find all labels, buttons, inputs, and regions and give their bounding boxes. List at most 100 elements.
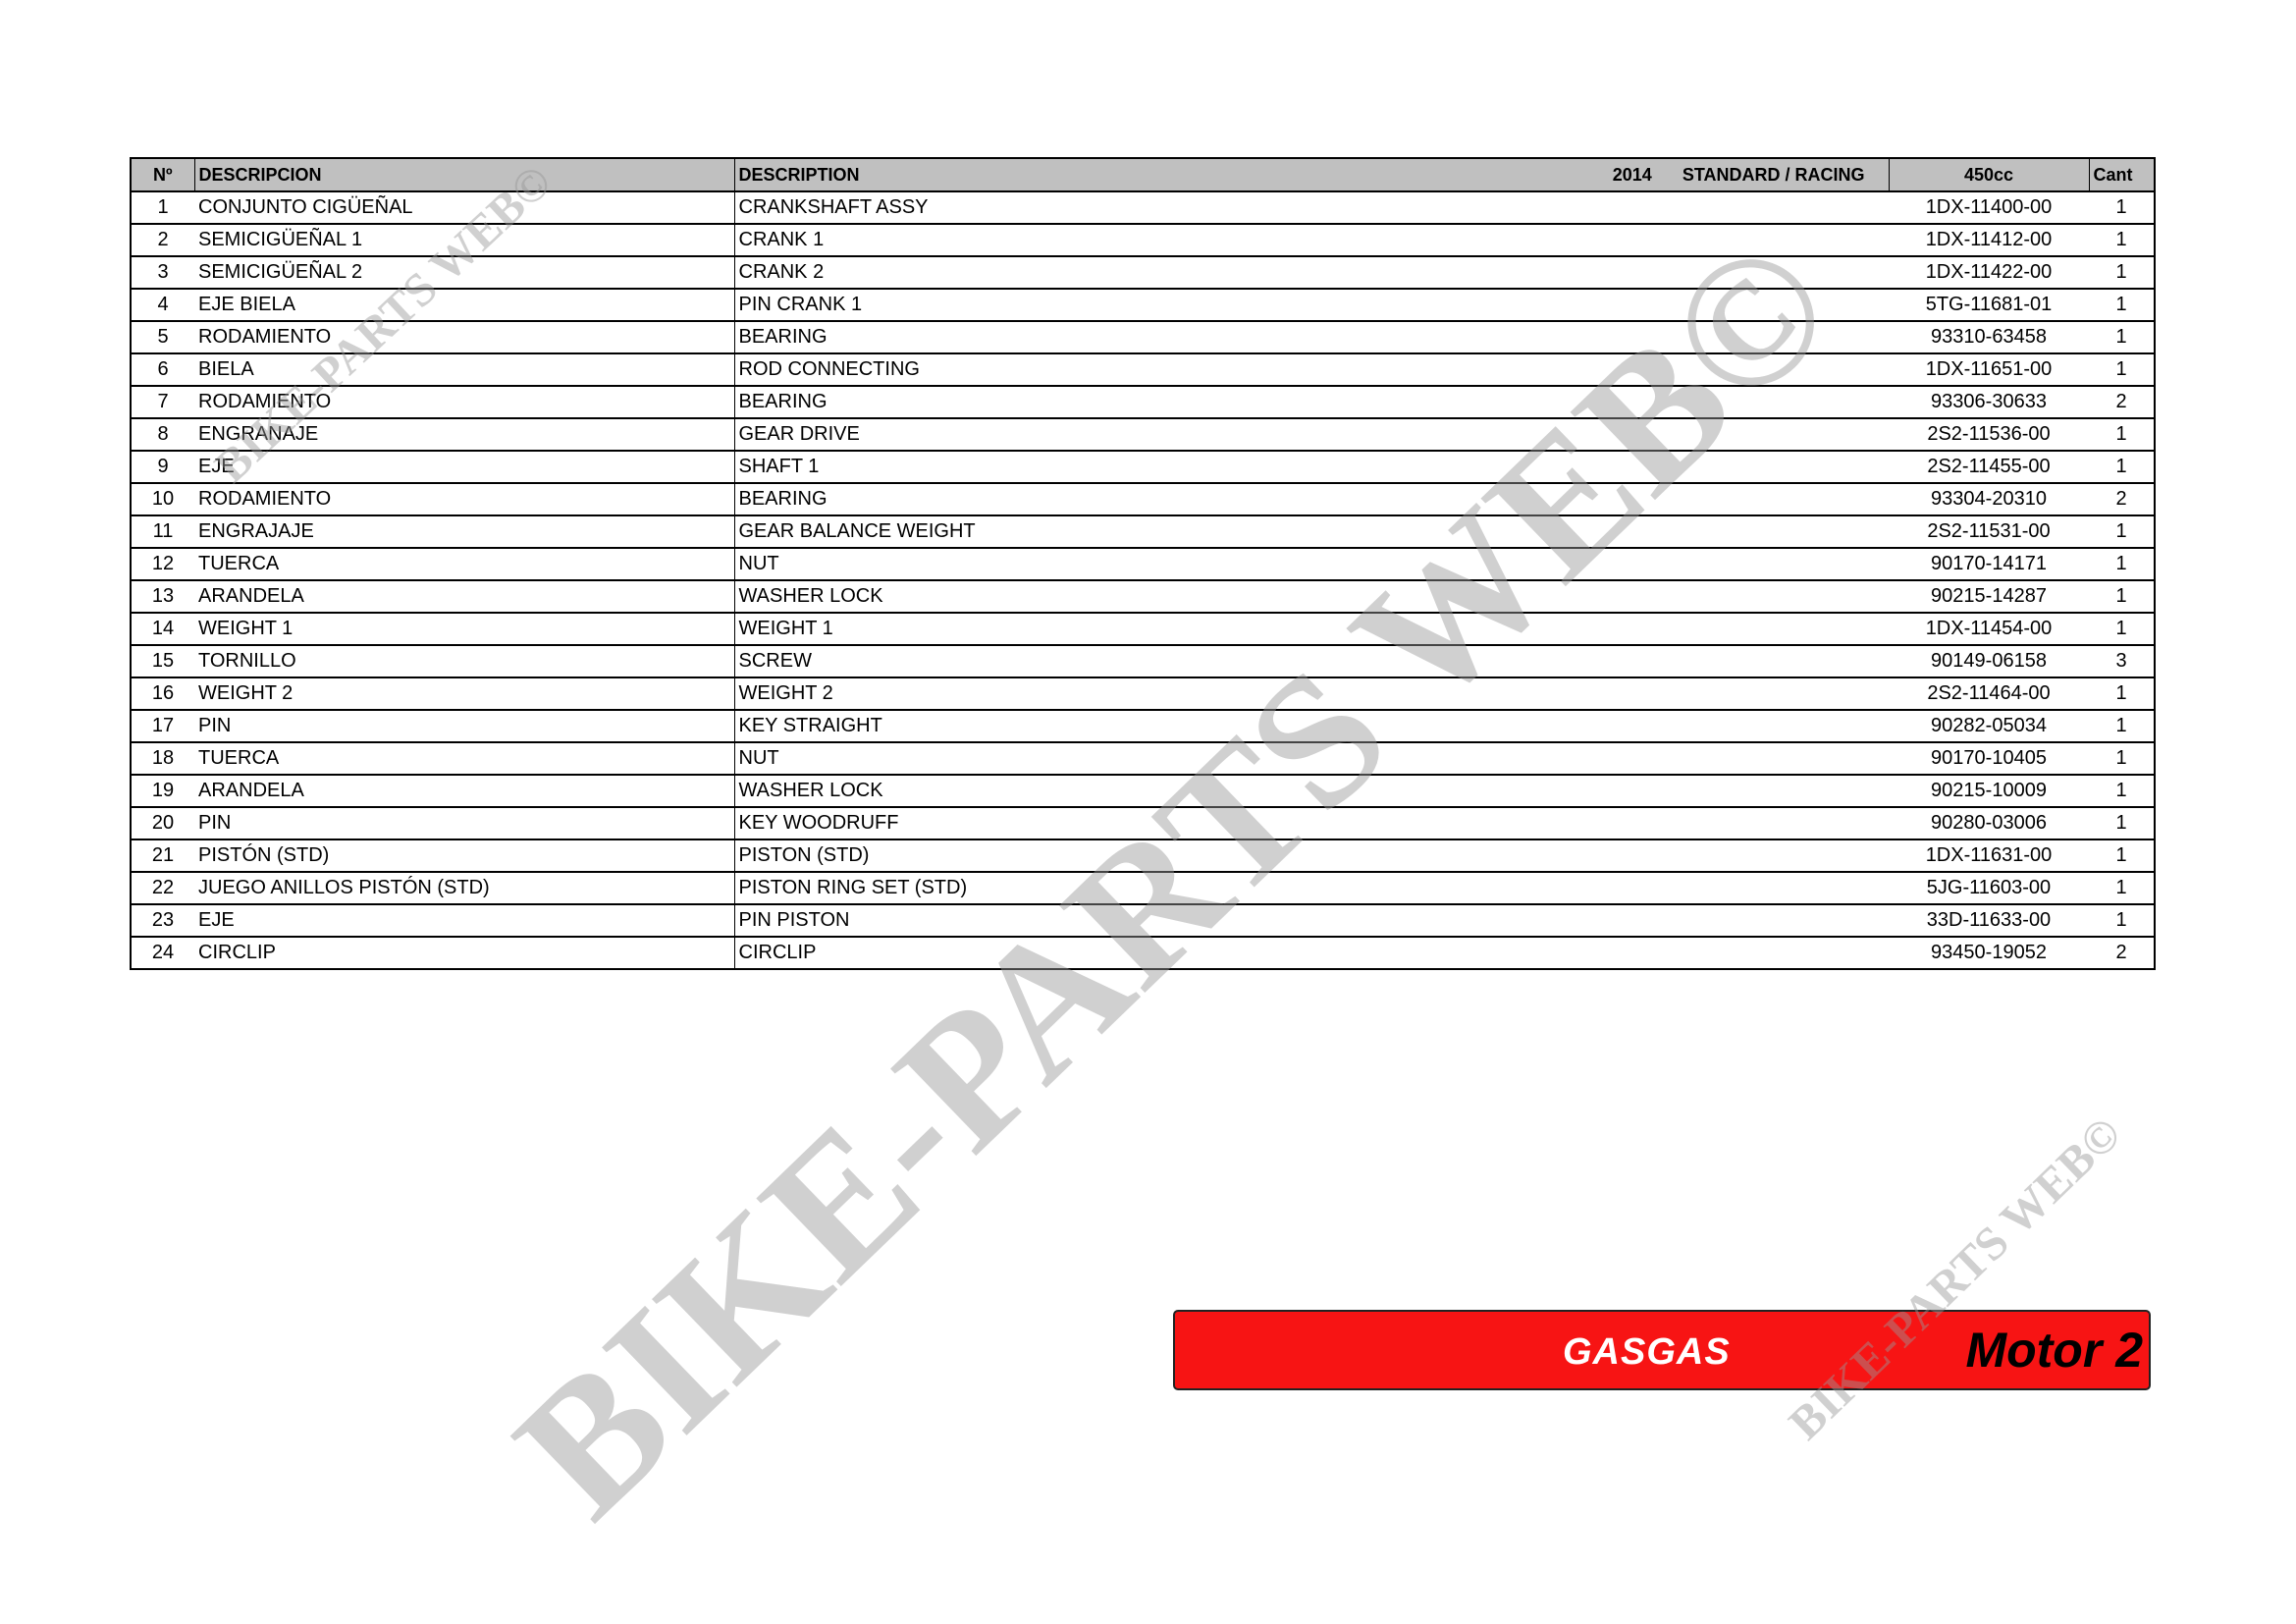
table-row: 16 WEIGHT 2 WEIGHT 2 2S2-11464-00 1 (131, 677, 2155, 711)
row-description: BEARING (733, 483, 1889, 516)
row-number: 19 (131, 775, 194, 808)
row-description: PISTON (STD) (733, 839, 1889, 873)
row-quantity: 1 (2089, 710, 2155, 743)
row-number: 24 (131, 937, 194, 970)
row-description: CRANK 1 (733, 224, 1889, 257)
row-quantity: 2 (2089, 386, 2155, 419)
table-row: 6 BIELA ROD CONNECTING 1DX-11651-00 1 (131, 353, 2155, 387)
row-descripcion: ARANDELA (194, 775, 734, 808)
row-description: GEAR BALANCE WEIGHT (733, 515, 1889, 549)
row-descripcion: RODAMIENTO (194, 321, 734, 354)
row-description: WASHER LOCK (733, 775, 1889, 808)
header-no: Nº (131, 158, 195, 192)
row-quantity: 1 (2089, 224, 2155, 257)
row-part-number: 1DX-11651-00 (1889, 353, 2089, 387)
row-part-number: 93450-19052 (1889, 937, 2089, 970)
header-year: 2014 (1612, 164, 1652, 185)
row-part-number: 93304-20310 (1889, 483, 2089, 516)
row-quantity: 1 (2089, 742, 2155, 776)
row-description: CRANKSHAFT ASSY (733, 191, 1889, 225)
row-number: 16 (131, 677, 194, 711)
row-number: 23 (131, 904, 194, 938)
row-number: 18 (131, 742, 194, 776)
row-quantity: 2 (2089, 937, 2155, 970)
row-part-number: 1DX-11400-00 (1889, 191, 2089, 225)
table-row: 3 SEMICIGÜEÑAL 2 CRANK 2 1DX-11422-00 1 (131, 256, 2155, 290)
row-number: 11 (131, 515, 194, 549)
row-number: 13 (131, 580, 194, 614)
row-number: 22 (131, 872, 194, 905)
row-number: 21 (131, 839, 194, 873)
row-descripcion: PISTÓN (STD) (194, 839, 734, 873)
row-description: KEY WOODRUFF (733, 807, 1889, 840)
row-descripcion: TUERCA (194, 742, 734, 776)
table-row: 10 RODAMIENTO BEARING 93304-20310 2 (131, 483, 2155, 516)
row-quantity: 1 (2089, 613, 2155, 646)
row-descripcion: BIELA (194, 353, 734, 387)
table-row: 23 EJE PIN PISTON 33D-11633-00 1 (131, 904, 2155, 938)
row-description: SHAFT 1 (733, 451, 1889, 484)
row-description: PIN PISTON (733, 904, 1889, 938)
row-descripcion: EJE (194, 451, 734, 484)
row-part-number: 90149-06158 (1889, 645, 2089, 678)
row-descripcion: SEMICIGÜEÑAL 2 (194, 256, 734, 290)
row-part-number: 33D-11633-00 (1889, 904, 2089, 938)
row-number: 7 (131, 386, 194, 419)
row-quantity: 1 (2089, 775, 2155, 808)
table-row: 12 TUERCA NUT 90170-14171 1 (131, 548, 2155, 581)
table-row: 14 WEIGHT 1 WEIGHT 1 1DX-11454-00 1 (131, 613, 2155, 646)
row-part-number: 2S2-11531-00 (1889, 515, 2089, 549)
row-descripcion: WEIGHT 1 (194, 613, 734, 646)
table-row: 19 ARANDELA WASHER LOCK 90215-10009 1 (131, 775, 2155, 808)
row-number: 10 (131, 483, 194, 516)
row-descripcion: TORNILLO (194, 645, 734, 678)
row-descripcion: EJE BIELA (194, 289, 734, 322)
row-part-number: 90170-14171 (1889, 548, 2089, 581)
row-part-number: 5JG-11603-00 (1889, 872, 2089, 905)
row-descripcion: CONJUNTO CIGÜEÑAL (194, 191, 734, 225)
row-number: 2 (131, 224, 194, 257)
row-quantity: 1 (2089, 353, 2155, 387)
row-descripcion: SEMICIGÜEÑAL 1 (194, 224, 734, 257)
row-quantity: 1 (2089, 451, 2155, 484)
table-row: 11 ENGRAJAJE GEAR BALANCE WEIGHT 2S2-11531-… (131, 515, 2155, 549)
row-description: PIN CRANK 1 (733, 289, 1889, 322)
row-number: 17 (131, 710, 194, 743)
row-part-number: 90170-10405 (1889, 742, 2089, 776)
row-part-number: 90215-14287 (1889, 580, 2089, 614)
row-number: 14 (131, 613, 194, 646)
row-descripcion: WEIGHT 2 (194, 677, 734, 711)
row-descripcion: TUERCA (194, 548, 734, 581)
row-description: GEAR DRIVE (733, 418, 1889, 452)
header-qty: Cant (2089, 158, 2155, 192)
row-number: 12 (131, 548, 194, 581)
table-row: 22 JUEGO ANILLOS PISTÓN (STD) PISTON RING … (131, 872, 2155, 905)
row-part-number: 1DX-11422-00 (1889, 256, 2089, 290)
row-quantity: 3 (2089, 645, 2155, 678)
row-description: ROD CONNECTING (733, 353, 1889, 387)
row-part-number: 90215-10009 (1889, 775, 2089, 808)
table-row: 21 PISTÓN (STD) PISTON (STD) 1DX-11631-00 1 (131, 839, 2155, 873)
row-descripcion: EJE (194, 904, 734, 938)
row-quantity: 1 (2089, 677, 2155, 711)
row-part-number: 90280-03006 (1889, 807, 2089, 840)
table-row: 15 TORNILLO SCREW 90149-06158 3 (131, 645, 2155, 678)
header-descripcion: DESCRIPCION (194, 158, 735, 192)
row-part-number: 5TG-11681-01 (1889, 289, 2089, 322)
row-part-number: 93310-63458 (1889, 321, 2089, 354)
row-quantity: 1 (2089, 580, 2155, 614)
row-part-number: 1DX-11631-00 (1889, 839, 2089, 873)
row-quantity: 1 (2089, 289, 2155, 322)
row-descripcion: PIN (194, 807, 734, 840)
row-part-number: 2S2-11536-00 (1889, 418, 2089, 452)
row-quantity: 1 (2089, 548, 2155, 581)
row-descripcion: CIRCLIP (194, 937, 734, 970)
row-descripcion: JUEGO ANILLOS PISTÓN (STD) (194, 872, 734, 905)
row-description: WEIGHT 2 (733, 677, 1889, 711)
parts-table: Nº DESCRIPCION DESCRIPTION 2014 STANDARD… (130, 157, 2156, 970)
table-row: 2 SEMICIGÜEÑAL 1 CRANK 1 1DX-11412-00 1 (131, 224, 2155, 257)
table-row: 7 RODAMIENTO BEARING 93306-30633 2 (131, 386, 2155, 419)
header-model: 450cc (1889, 158, 2090, 192)
row-description: KEY STRAIGHT (733, 710, 1889, 743)
header-description-label: DESCRIPTION (738, 164, 860, 185)
